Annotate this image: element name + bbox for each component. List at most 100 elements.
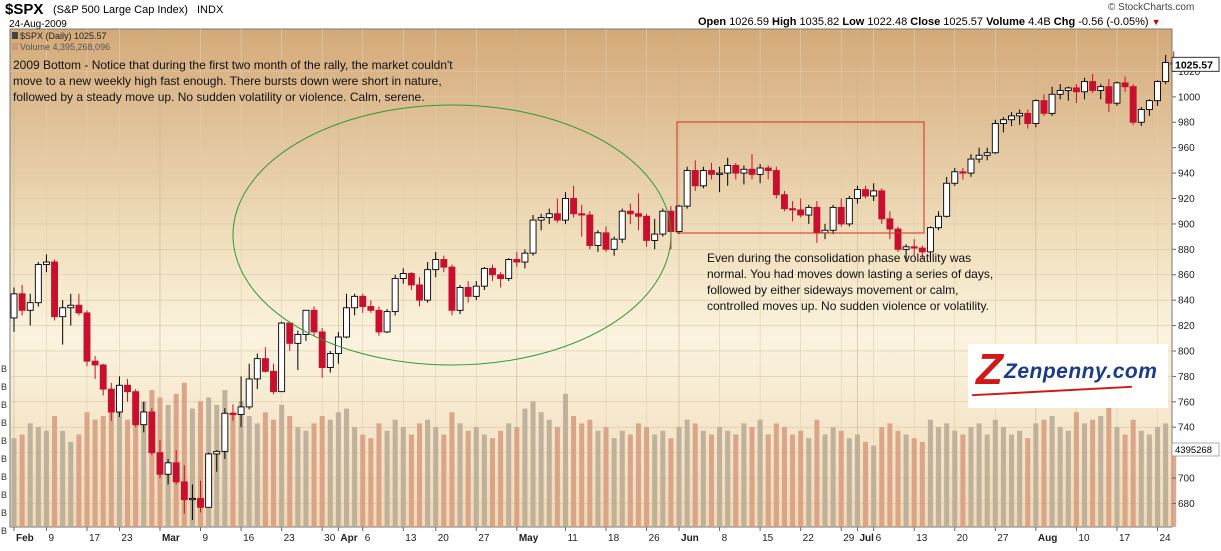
candle bbox=[99, 363, 107, 396]
volume-bar bbox=[60, 430, 66, 527]
volume-bar bbox=[392, 419, 398, 527]
candle-body bbox=[237, 406, 245, 415]
candle-body bbox=[740, 168, 748, 174]
volume-bar bbox=[76, 434, 82, 527]
candle-body bbox=[1024, 112, 1032, 124]
volume-bar bbox=[854, 434, 860, 527]
candle bbox=[772, 166, 780, 199]
candle-body bbox=[545, 213, 553, 219]
candle-body bbox=[943, 182, 951, 217]
volume-bar bbox=[303, 430, 309, 527]
candle-body bbox=[837, 206, 845, 225]
candle-body bbox=[732, 165, 740, 174]
volume-bar bbox=[798, 430, 804, 527]
candle-body bbox=[107, 388, 115, 413]
volume-bar bbox=[1065, 430, 1071, 527]
y-tick-label: 960 bbox=[1178, 143, 1195, 154]
volume-bar bbox=[1017, 430, 1023, 527]
x-tick-label: 13 bbox=[916, 533, 928, 544]
candle bbox=[326, 350, 334, 373]
volume-bar bbox=[465, 430, 471, 527]
volume-bar bbox=[1000, 427, 1006, 527]
high-label: High bbox=[772, 16, 797, 28]
y-tick-label: 780 bbox=[1178, 372, 1195, 383]
chg-value: -0.56 (-0.05%) bbox=[1078, 16, 1149, 28]
volume-bar bbox=[1122, 434, 1128, 527]
candle bbox=[18, 284, 26, 316]
candle bbox=[124, 378, 131, 402]
volume-bar bbox=[473, 427, 479, 527]
candle-body bbox=[83, 312, 91, 362]
volume-bar bbox=[344, 408, 350, 527]
y-tick-label: 680 bbox=[1178, 499, 1195, 510]
volume-bar bbox=[425, 419, 431, 527]
candle-body bbox=[626, 210, 634, 215]
candle bbox=[489, 264, 496, 282]
exchange: INDX bbox=[197, 4, 224, 16]
candle-body bbox=[424, 269, 432, 301]
volume-bar bbox=[530, 401, 536, 527]
down-arrow-icon: ▼ bbox=[1151, 17, 1161, 27]
last-price-label: 1025.57 bbox=[1175, 59, 1213, 71]
volume-bar bbox=[684, 419, 690, 527]
volume-axis-label: B bbox=[1, 400, 7, 410]
candle bbox=[708, 162, 715, 180]
candle bbox=[853, 185, 861, 204]
candle bbox=[683, 166, 691, 209]
volume-bar bbox=[911, 438, 917, 527]
volume-bar bbox=[595, 430, 601, 527]
volume-bar bbox=[262, 412, 268, 527]
candle bbox=[829, 204, 837, 235]
candle bbox=[221, 408, 229, 460]
candle bbox=[983, 147, 991, 161]
volume-bar bbox=[887, 423, 893, 527]
candle bbox=[1145, 99, 1153, 116]
candle-body bbox=[91, 360, 99, 366]
candle bbox=[318, 328, 326, 378]
volume-bar bbox=[644, 427, 650, 527]
volume-bar bbox=[652, 434, 658, 527]
candle-body bbox=[1008, 115, 1015, 121]
candle bbox=[1162, 54, 1170, 85]
candle bbox=[926, 226, 934, 259]
volume-bar bbox=[1155, 427, 1161, 527]
candle bbox=[1089, 73, 1097, 94]
candle bbox=[1129, 84, 1137, 125]
candle-body bbox=[651, 233, 659, 241]
x-tick-label: 15 bbox=[762, 533, 774, 544]
volume-bar bbox=[271, 419, 277, 527]
ohlc-bar: Open 1026.59 High 1035.82 Low 1022.48 Cl… bbox=[698, 16, 1161, 28]
candle bbox=[1113, 81, 1121, 106]
candle-body bbox=[902, 246, 910, 250]
x-tick-label: 29 bbox=[843, 533, 855, 544]
annotation-shapes bbox=[232, 104, 925, 366]
candle bbox=[188, 484, 196, 520]
volume-bar bbox=[1025, 438, 1031, 527]
candle-body bbox=[480, 267, 488, 287]
candle bbox=[278, 321, 286, 393]
volume-bar bbox=[765, 434, 771, 527]
volume-bar bbox=[846, 438, 852, 527]
candle bbox=[837, 198, 845, 227]
volume-bar bbox=[781, 427, 787, 527]
candle bbox=[1048, 86, 1056, 116]
volume-bar bbox=[676, 427, 682, 527]
last-volume-box bbox=[1171, 442, 1220, 457]
candle-body bbox=[1089, 81, 1097, 91]
volume-axis-label: B bbox=[1, 472, 7, 482]
candle-body bbox=[1162, 62, 1170, 83]
volume-bar bbox=[100, 416, 106, 527]
candle bbox=[42, 254, 50, 273]
x-tick-label: 11 bbox=[567, 533, 578, 544]
candle-body bbox=[464, 286, 472, 297]
candle-body bbox=[351, 295, 359, 309]
volume-bar bbox=[1171, 445, 1177, 527]
volume-bar bbox=[84, 412, 90, 527]
x-tick-label: 20 bbox=[438, 533, 450, 544]
index-name: (S&P 500 Large Cap Index) bbox=[53, 4, 188, 16]
candle bbox=[918, 245, 926, 260]
candle bbox=[172, 450, 180, 485]
x-tick-label: Jul bbox=[859, 533, 874, 544]
candle-body bbox=[440, 259, 448, 268]
candle-body bbox=[991, 123, 999, 154]
